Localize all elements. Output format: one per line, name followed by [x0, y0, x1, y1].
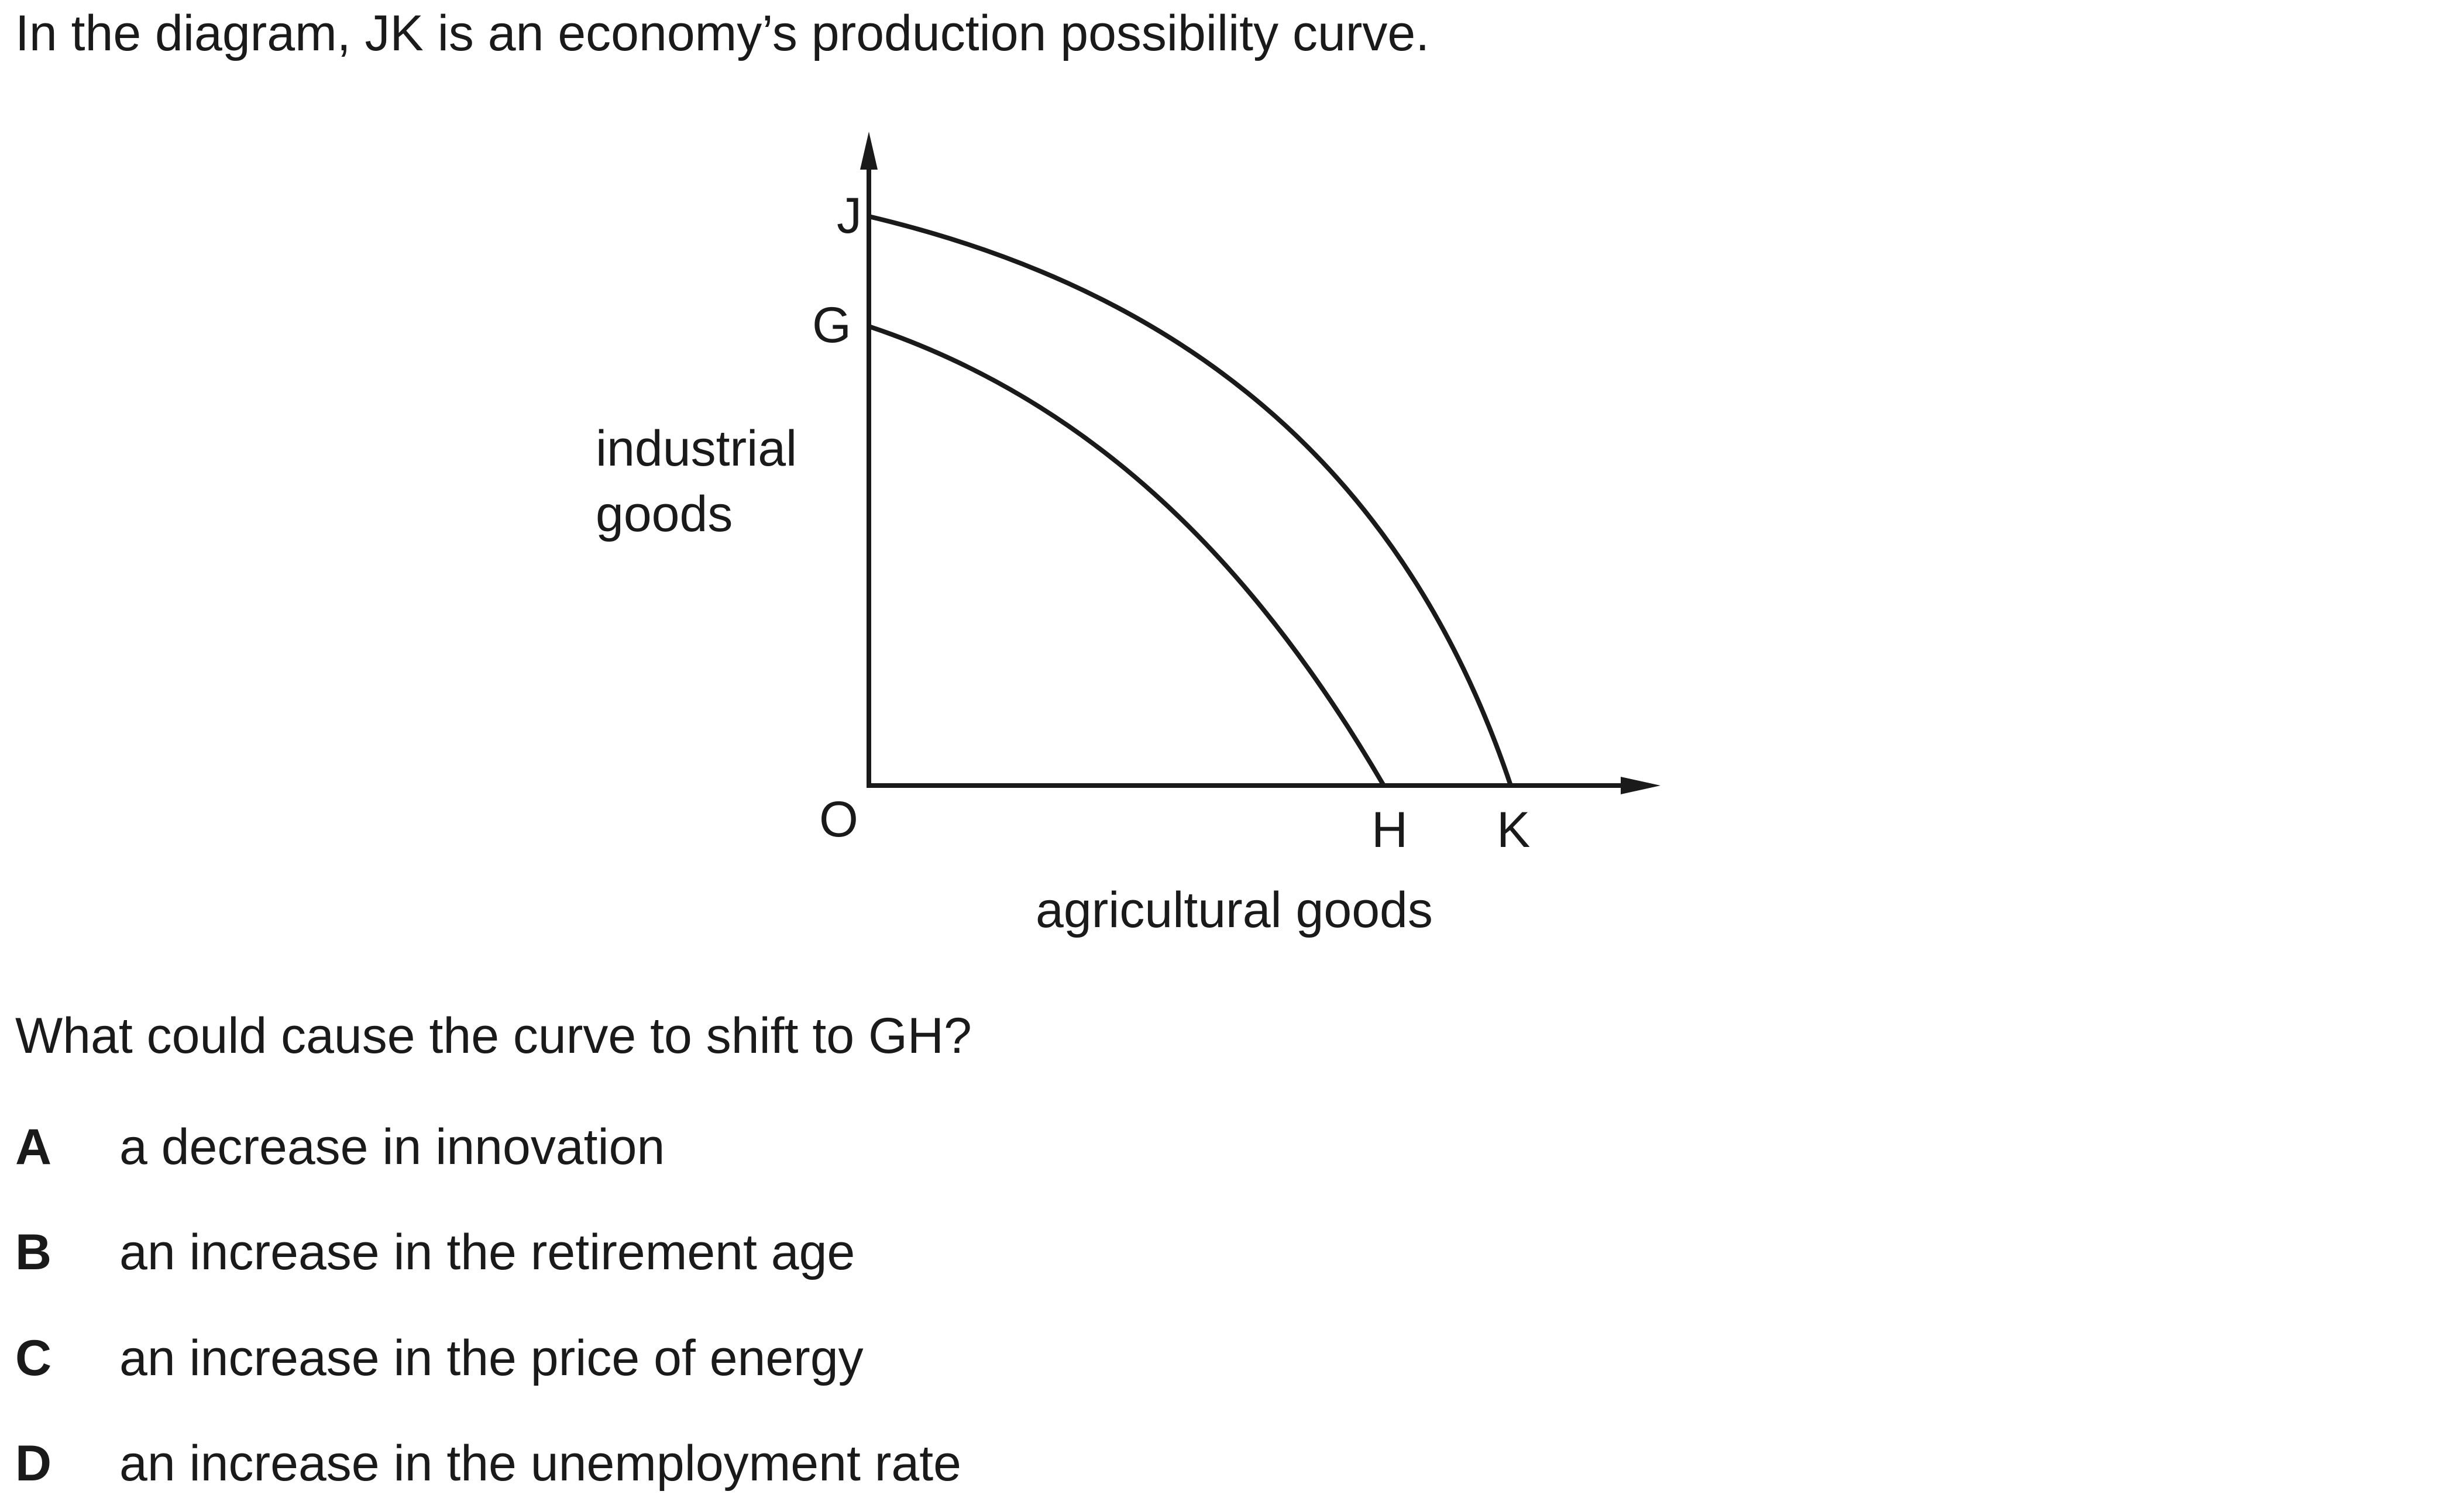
ppc-diagram: J G O H K industrial goods agricultural …	[596, 132, 1661, 938]
label-k: K	[1497, 802, 1530, 858]
label-g: G	[812, 297, 851, 353]
label-j: J	[837, 188, 862, 244]
option-text: an increase in the retirement age	[119, 1224, 855, 1280]
y-axis-label-line1: industrial	[596, 421, 797, 477]
label-h: H	[1371, 802, 1408, 858]
option-text: an increase in the price of energy	[119, 1330, 864, 1386]
option-text: a decrease in innovation	[119, 1119, 665, 1175]
x-axis-label: agricultural goods	[1036, 882, 1433, 938]
intro-text: In the diagram, JK is an economy’s produ…	[15, 5, 1430, 61]
option-letter: B	[15, 1224, 52, 1280]
question-text: What could cause the curve to shift to G…	[15, 1008, 972, 1064]
curve-jk	[868, 214, 1513, 787]
option-text: an increase in the unemployment rate	[119, 1435, 961, 1492]
option-letter: A	[15, 1119, 52, 1175]
option-letter: D	[15, 1435, 52, 1492]
option-letter: C	[15, 1330, 52, 1386]
y-axis-label-line2: goods	[596, 486, 733, 542]
y-axis-arrowhead	[860, 132, 878, 170]
curve-gh	[868, 324, 1386, 787]
label-o: O	[819, 791, 858, 848]
x-axis-arrowhead	[1621, 777, 1661, 794]
